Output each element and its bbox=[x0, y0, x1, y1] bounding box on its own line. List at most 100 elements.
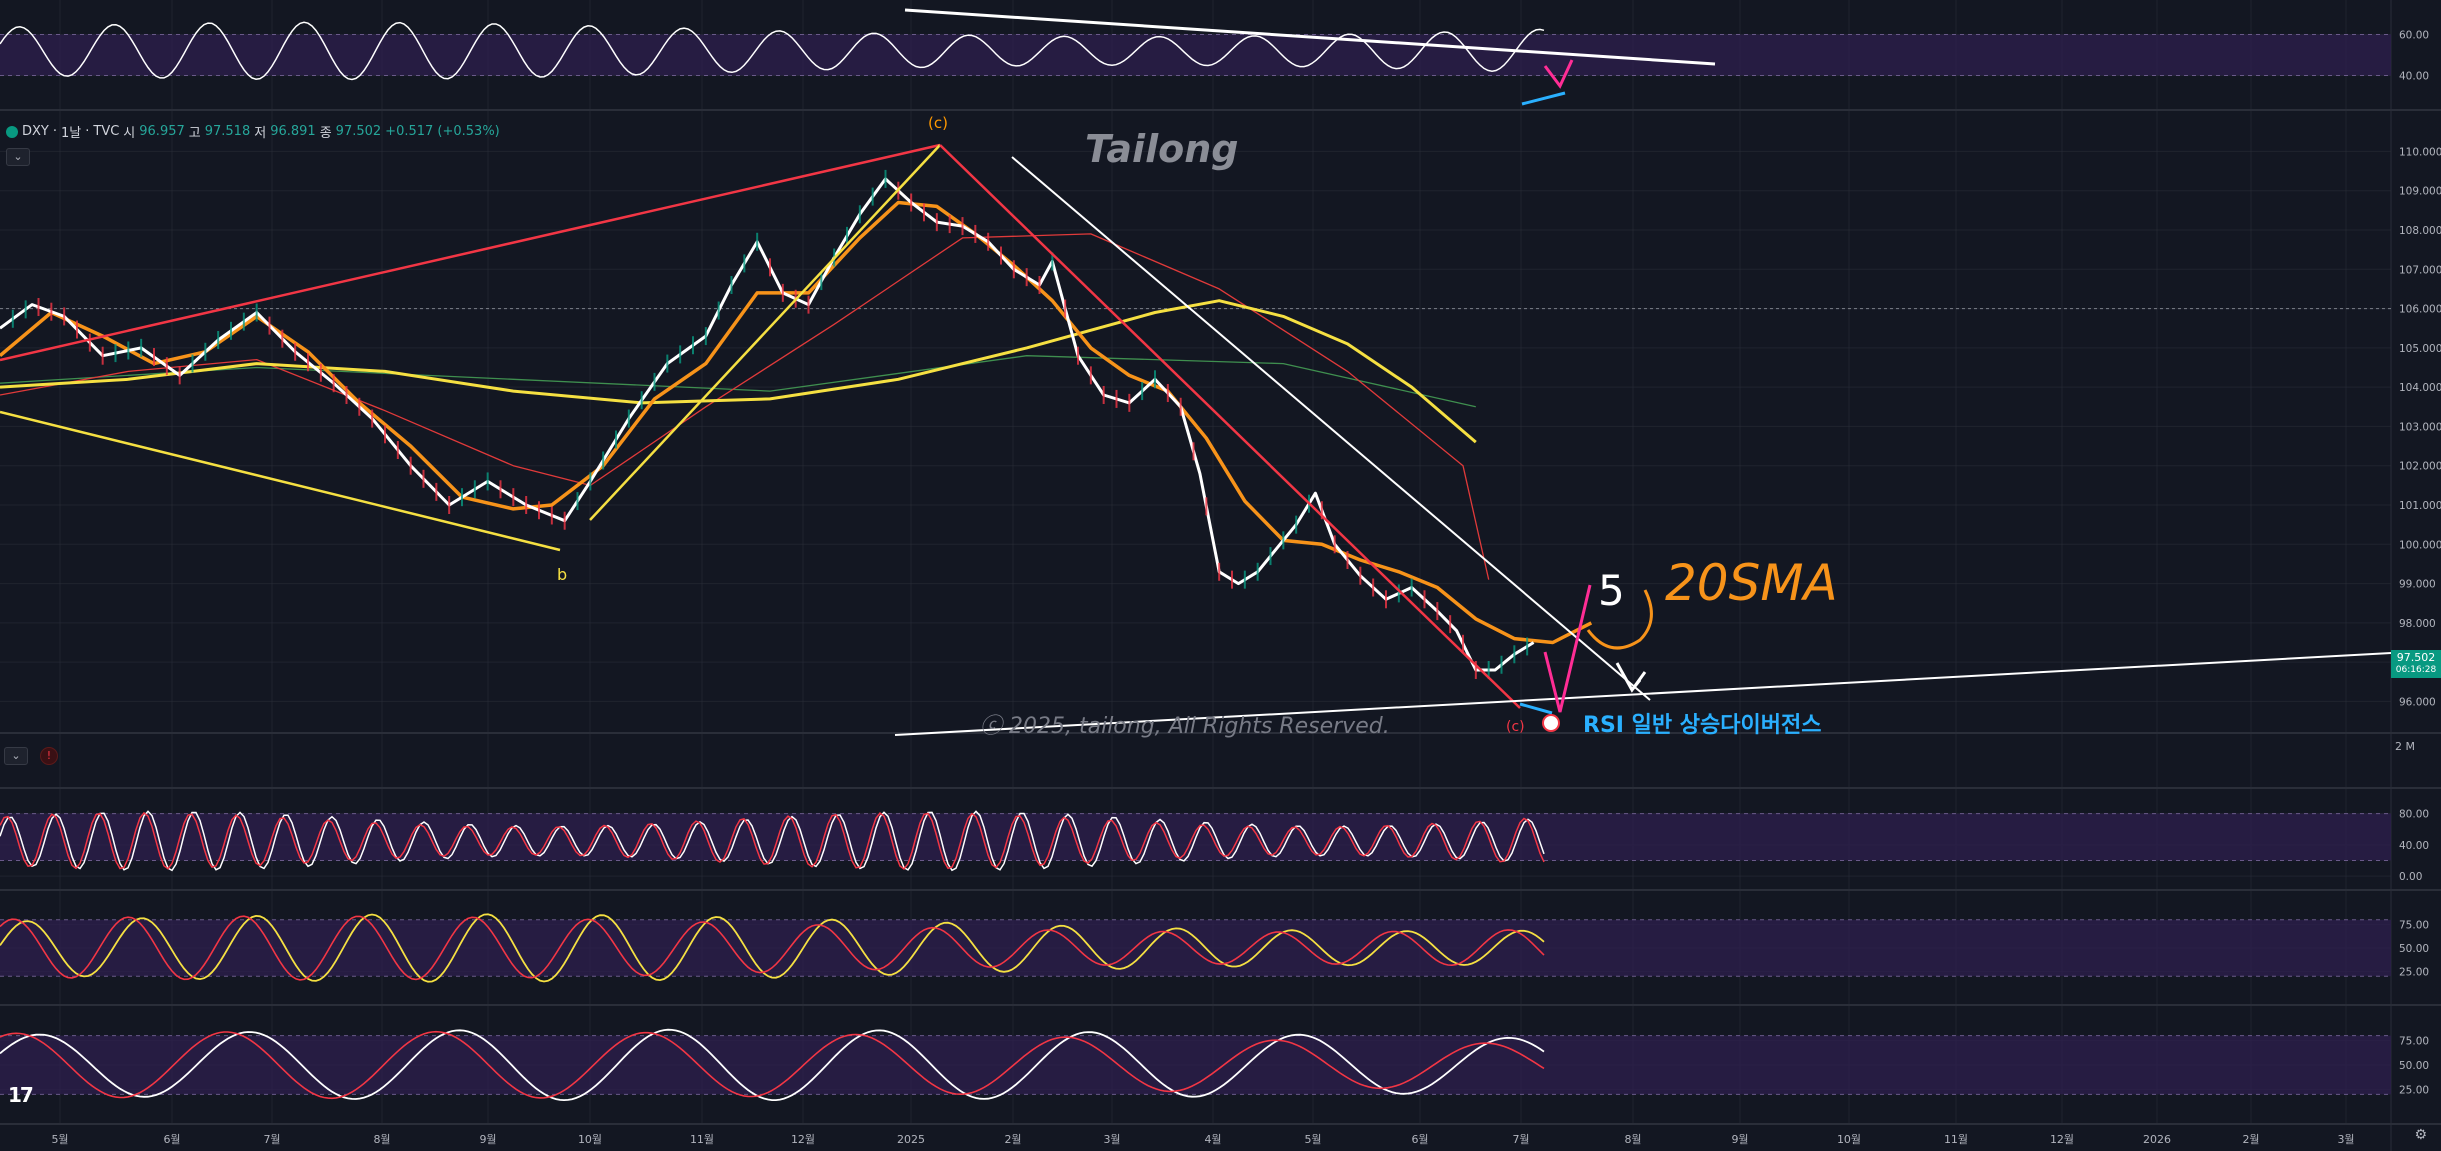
wave-c-bottom-label: (c) bbox=[1506, 719, 1525, 735]
y-tick-label: 100.000 bbox=[2399, 539, 2441, 551]
x-tick-label: 10월 bbox=[578, 1133, 602, 1146]
volume-scale-label: 2 M bbox=[2395, 740, 2415, 753]
x-tick-label: 9월 bbox=[1731, 1133, 1748, 1146]
last-price-tag: 97.502 06:16:28 bbox=[2391, 650, 2441, 678]
symbol-name: DXY bbox=[22, 124, 49, 139]
event-flag-icon bbox=[1542, 714, 1560, 732]
white-descending-trendline bbox=[1011, 156, 1651, 701]
y-tick-label: 101.000 bbox=[2399, 500, 2441, 512]
change-value: +0.517 (+0.53%) bbox=[385, 124, 500, 139]
y-tick-label: 60.00 bbox=[2399, 30, 2429, 42]
y-tick-label: 40.00 bbox=[2399, 70, 2429, 82]
sma20-series bbox=[0, 200, 1593, 645]
osc3-red-series bbox=[0, 1030, 1545, 1100]
y-tick-label: 109.000 bbox=[2399, 186, 2441, 198]
x-tick-label: 11월 bbox=[690, 1133, 714, 1146]
y-tick-label: 25.00 bbox=[2399, 967, 2429, 979]
y-tick-label: 75.00 bbox=[2399, 920, 2429, 932]
wave-4-mark bbox=[1615, 662, 1647, 693]
rsi-support-line bbox=[1521, 91, 1566, 106]
y-tick-label: 25.00 bbox=[2399, 1085, 2429, 1097]
x-tick-label: 8월 bbox=[1624, 1133, 1641, 1146]
ma-green-series bbox=[0, 355, 1476, 408]
x-tick-label: 5월 bbox=[51, 1133, 68, 1146]
open-value: 96.957 bbox=[139, 124, 185, 139]
x-tick-label: 6월 bbox=[1411, 1133, 1428, 1146]
osc2-yellow-series bbox=[0, 913, 1545, 983]
rsi-check-mark bbox=[1543, 59, 1574, 89]
x-tick-label: 9월 bbox=[479, 1133, 496, 1146]
price-axis: 40.0060.0096.00097.00098.00099.000100.00… bbox=[2399, 30, 2441, 1097]
x-tick-label: 2026 bbox=[2143, 1133, 2171, 1146]
pink-v-projection bbox=[1543, 584, 1592, 713]
x-tick-label: 12월 bbox=[791, 1133, 815, 1146]
watermark-text: Tailong bbox=[1085, 127, 1238, 171]
copyright-text: ⓒ 2025, tailong, All Rights Reserved. bbox=[980, 714, 1390, 739]
x-tick-label: 2월 bbox=[2242, 1133, 2259, 1146]
y-tick-label: 107.000 bbox=[2399, 264, 2441, 276]
y-tick-label: 96.000 bbox=[2399, 696, 2436, 708]
osc3-white-series bbox=[0, 1028, 1545, 1102]
wave-5-label: 5 bbox=[1598, 566, 1625, 615]
last-price-value: 97.502 bbox=[2396, 651, 2436, 664]
x-tick-label: 2025 bbox=[897, 1133, 925, 1146]
volume-pane-collapse-button[interactable]: ⌄ bbox=[4, 747, 28, 765]
interval-label: 1날 bbox=[61, 126, 82, 141]
osc1-white-series bbox=[0, 810, 1545, 872]
close-label: 종 bbox=[319, 126, 332, 141]
bar-countdown: 06:16:28 bbox=[2395, 665, 2437, 675]
ma-label: 20SMA bbox=[1665, 554, 1838, 612]
time-axis: 5월 6월 7월 8월 9월 10월 11월 12월 2025 2월 3월 4월 5월 6월 7월 8월 9월 1… bbox=[51, 1133, 2354, 1146]
error-icon[interactable]: ! bbox=[40, 747, 58, 765]
x-tick-label: 10월 bbox=[1837, 1133, 1861, 1146]
rsi-top-series bbox=[0, 21, 1545, 81]
blue-divergence-line bbox=[1519, 702, 1553, 715]
red-decline-channel bbox=[939, 144, 1521, 709]
y-tick-label: 98.000 bbox=[2399, 618, 2436, 630]
x-tick-label: 7월 bbox=[263, 1133, 280, 1146]
low-label: 저 bbox=[254, 126, 267, 141]
low-value: 96.891 bbox=[270, 124, 316, 139]
wave-c-top-label: (c) bbox=[928, 114, 948, 132]
y-tick-label: 99.000 bbox=[2399, 579, 2436, 591]
high-value: 97.518 bbox=[204, 124, 251, 139]
x-tick-label: 3월 bbox=[2337, 1133, 2354, 1146]
y-tick-label: 80.00 bbox=[2399, 809, 2429, 821]
y-tick-label: 108.000 bbox=[2399, 225, 2441, 237]
high-label: 고 bbox=[188, 126, 201, 141]
x-tick-label: 8월 bbox=[373, 1133, 390, 1146]
trendline-drawings bbox=[0, 8, 2392, 736]
y-tick-label: 110.000 bbox=[2399, 146, 2441, 158]
collapse-legend-button[interactable]: ⌄ bbox=[6, 148, 30, 166]
y-tick-label: 103.000 bbox=[2399, 421, 2441, 433]
source-label: TVC bbox=[93, 124, 120, 139]
settings-gear-icon[interactable]: ⚙ bbox=[2414, 1127, 2427, 1143]
y-tick-label: 102.000 bbox=[2399, 461, 2441, 473]
y-tick-label: 50.00 bbox=[2399, 1060, 2429, 1072]
y-tick-label: 106.000 bbox=[2399, 304, 2441, 316]
price-series bbox=[0, 177, 1535, 672]
series-layer bbox=[0, 21, 1593, 1102]
x-tick-label: 2월 bbox=[1004, 1133, 1021, 1146]
tradingview-logo[interactable]: 17 bbox=[8, 1083, 34, 1107]
oscillator-bands bbox=[0, 34, 2391, 1095]
oscillator-band bbox=[0, 1035, 2391, 1095]
x-tick-label: 3월 bbox=[1103, 1133, 1120, 1146]
y-tick-label: 40.00 bbox=[2399, 840, 2429, 852]
oscillator-band bbox=[0, 34, 2391, 76]
ma-red-series bbox=[0, 233, 1490, 580]
rsi-resistance-line bbox=[904, 8, 1716, 66]
x-tick-label: 11월 bbox=[1944, 1133, 1968, 1146]
y-tick-label: 75.00 bbox=[2399, 1036, 2429, 1048]
symbol-header[interactable]: DXY · 1날 · TVC 시 96.957 고 97.518 저 96.891 종… bbox=[6, 122, 500, 141]
x-tick-label: 4월 bbox=[1204, 1133, 1221, 1146]
osc1-red-series bbox=[0, 811, 1545, 871]
close-value: 97.502 bbox=[335, 124, 382, 139]
white-rising-support-line bbox=[894, 652, 2392, 736]
y-tick-label: 105.000 bbox=[2399, 343, 2441, 355]
y-tick-label: 50.00 bbox=[2399, 943, 2429, 955]
osc2-red-series bbox=[0, 915, 1545, 981]
ma-yellow-series bbox=[0, 299, 1477, 444]
